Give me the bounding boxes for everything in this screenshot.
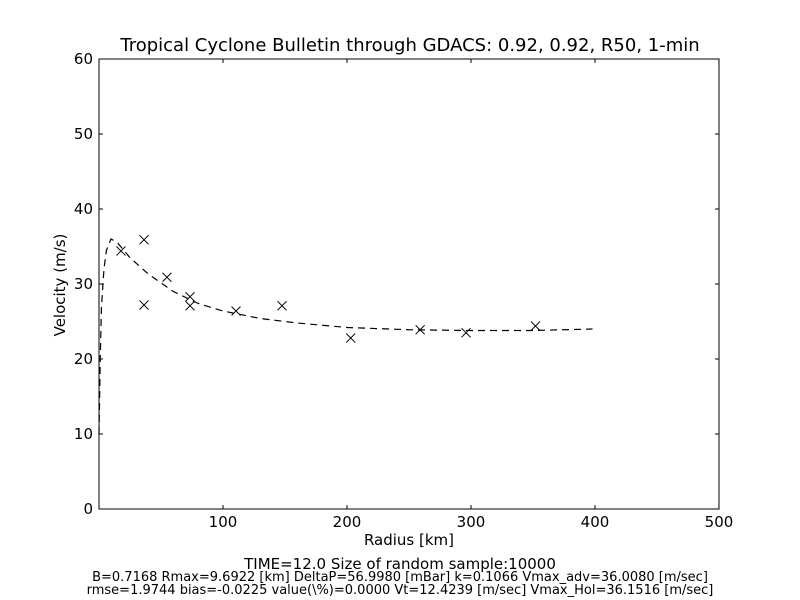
observation-point [415, 324, 425, 335]
observation-point [530, 321, 541, 331]
observation-point [277, 300, 287, 311]
x-tick-label: 300 [457, 513, 486, 531]
y-tick-label: 40 [74, 200, 93, 218]
x-axis-label: Radius [km] [363, 531, 455, 549]
observation-point [345, 333, 356, 343]
y-tick-label: 10 [74, 425, 93, 443]
y-tick-label: 20 [74, 350, 93, 368]
x-tick-label: 500 [705, 513, 734, 531]
observation-point [162, 272, 172, 283]
annotation-stats: rmse=1.9744 bias=-0.0225 value(\%)=0.000… [86, 583, 714, 598]
x-tick-label: 400 [581, 513, 610, 531]
observation-point [461, 327, 471, 338]
chart-title: Tropical Cyclone Bulletin through GDACS:… [120, 35, 700, 56]
annotation-time: TIME=12.0 Size of random sample:10000 [244, 555, 556, 573]
observation-point [185, 300, 195, 311]
y-tick-label: 30 [74, 275, 93, 293]
observation-point [139, 300, 149, 310]
y-tick-label: 0 [83, 500, 93, 518]
x-tick-label: 100 [209, 513, 238, 531]
observation-point [116, 246, 126, 256]
y-tick-label: 60 [74, 50, 93, 68]
observation-point [185, 291, 195, 302]
fitted-profile-line [98, 238, 593, 435]
plot-frame [98, 58, 720, 510]
observation-point [139, 234, 149, 245]
y-tick-label: 50 [74, 125, 93, 143]
x-tick-label: 200 [333, 513, 362, 531]
annotation-params: B=0.7168 Rmax=9.6922 [km] DeltaP=56.9980… [92, 570, 708, 585]
observation-point [231, 306, 241, 316]
